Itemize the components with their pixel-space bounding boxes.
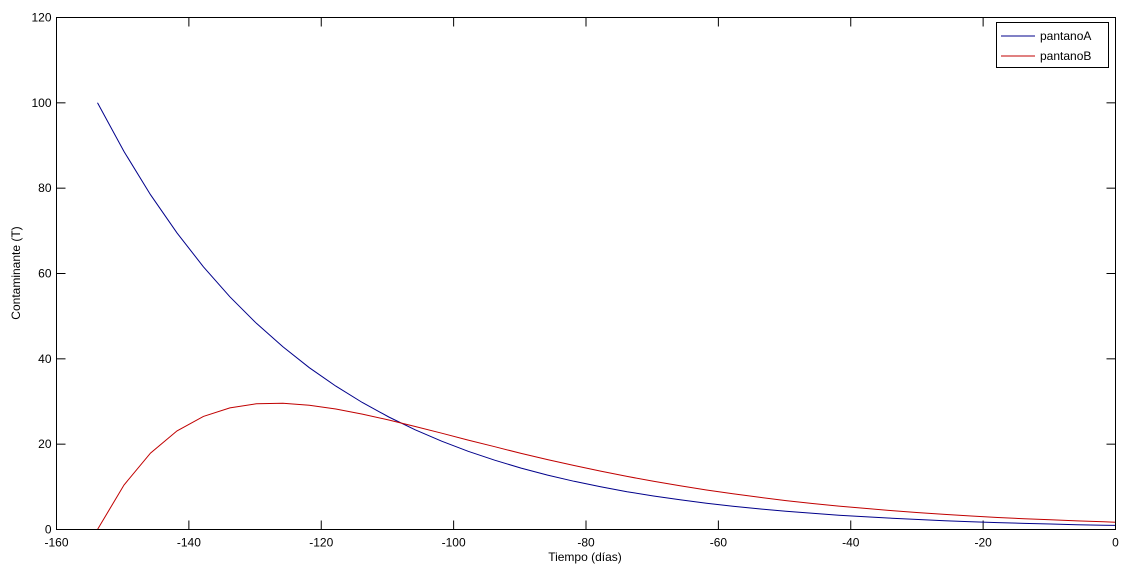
series-line-pantanoB — [97, 402, 1116, 530]
legend-box — [996, 22, 1109, 68]
x-tick-label: -160 — [44, 536, 68, 550]
y-tick-label: 80 — [38, 181, 52, 195]
x-tick-label: -120 — [309, 536, 333, 550]
x-tick-label: -100 — [442, 536, 466, 550]
y-axis-label: Contaminante (T) — [9, 226, 23, 319]
y-tick-label: 40 — [38, 352, 52, 366]
legend-label: pantanoA — [1040, 29, 1091, 43]
x-tick-label: -60 — [710, 536, 728, 550]
y-tick-label: 0 — [45, 523, 52, 537]
ticks: -160 -140 -120 -100 -80 -60 -40 -20 0 0 20 40 60 80 10… — [31, 11, 1119, 550]
x-tick-label: -140 — [177, 536, 201, 550]
series-line-pantanoA — [97, 102, 1116, 526]
legend: pantanoA pantanoB — [996, 22, 1109, 68]
series-lines — [97, 102, 1116, 530]
x-tick-label: -40 — [842, 536, 860, 550]
y-tick-label: 20 — [38, 437, 52, 451]
x-axis-label: Tiempo (días) — [548, 550, 622, 564]
plot-area-frame — [56, 17, 1116, 530]
x-tick-label: 0 — [1112, 536, 1119, 550]
legend-label: pantanoB — [1040, 49, 1091, 63]
y-tick-label: 100 — [31, 96, 51, 110]
x-tick-label: -80 — [577, 536, 595, 550]
y-tick-label: 120 — [31, 11, 51, 25]
y-tick-label: 60 — [38, 267, 52, 281]
x-tick-label: -20 — [974, 536, 992, 550]
